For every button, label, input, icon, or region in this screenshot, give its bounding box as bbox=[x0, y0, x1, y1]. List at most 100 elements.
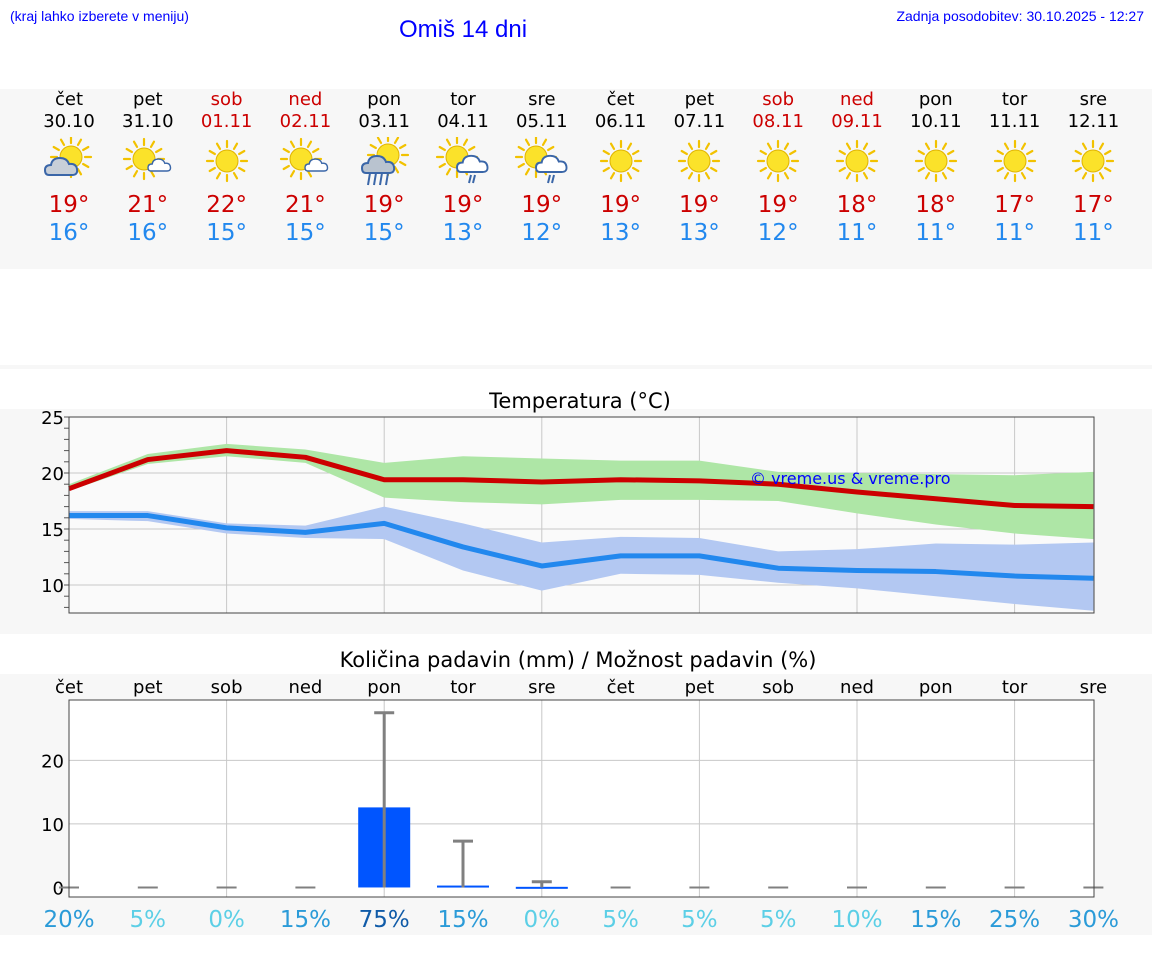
precip-probability: 5% bbox=[681, 907, 718, 933]
max-temperature: 21° bbox=[285, 192, 326, 218]
day-column: pon 10.11 18° 11° bbox=[896, 89, 976, 247]
day-name: pon bbox=[918, 89, 953, 110]
x-day-label: sre bbox=[1080, 677, 1107, 698]
precip-probability: 5% bbox=[130, 907, 167, 933]
precip-bar bbox=[515, 886, 568, 889]
y-tick-label: 20 bbox=[41, 464, 64, 485]
sun-icon bbox=[987, 137, 1043, 189]
day-column: ned 09.11 18° 11° bbox=[817, 89, 897, 247]
max-temperature: 19° bbox=[600, 192, 641, 218]
day-column: tor 11.11 17° 11° bbox=[975, 89, 1055, 247]
day-column: pet 31.10 21° 16° bbox=[108, 89, 188, 247]
precip-probability: 30% bbox=[1068, 907, 1119, 933]
x-day-label: ned bbox=[288, 677, 322, 698]
max-temperature: 18° bbox=[915, 192, 957, 218]
min-temperature: 15° bbox=[206, 220, 247, 246]
x-day-label: sob bbox=[762, 677, 794, 698]
page-title: Omiš 14 dni bbox=[399, 16, 528, 43]
day-name: tor bbox=[1001, 89, 1028, 110]
watermark: © vreme.us & vreme.pro bbox=[750, 469, 951, 488]
precip-probability: 0% bbox=[208, 907, 245, 933]
precip-chart-title: Količina padavin (mm) / Možnost padavin … bbox=[340, 648, 817, 672]
min-temperature: 15° bbox=[363, 220, 405, 246]
day-column: čet 30.10 19° 16° bbox=[29, 89, 109, 247]
day-date: 08.11 bbox=[752, 111, 804, 132]
precip-probability: 0% bbox=[524, 907, 561, 933]
sun-icon bbox=[829, 137, 885, 189]
x-day-label: pet bbox=[133, 677, 163, 698]
day-column: tor 04.11 19° 13° bbox=[423, 89, 503, 247]
day-date: 12.11 bbox=[1067, 111, 1120, 132]
precip-probability: 25% bbox=[989, 907, 1040, 933]
max-temperature: 21° bbox=[127, 192, 169, 218]
day-name: ned bbox=[840, 89, 874, 110]
x-day-label: pon bbox=[919, 677, 953, 698]
x-day-label: sre bbox=[528, 677, 555, 698]
min-temperature: 12° bbox=[757, 220, 799, 246]
day-date: 09.11 bbox=[831, 111, 883, 132]
min-temperature: 13° bbox=[679, 220, 720, 246]
y-tick-label: 10 bbox=[41, 576, 64, 597]
day-date: 31.10 bbox=[122, 111, 174, 132]
sun-cloud-rain-icon bbox=[514, 135, 570, 189]
x-day-label: ned bbox=[840, 677, 874, 698]
day-column: čet 06.11 19° 13° bbox=[581, 89, 661, 247]
min-temperature: 13° bbox=[442, 220, 484, 246]
day-date: 01.11 bbox=[200, 111, 253, 132]
precip-probability: 15% bbox=[910, 907, 961, 933]
day-column: sre 05.11 19° 12° bbox=[502, 89, 582, 247]
min-temperature: 13° bbox=[600, 220, 641, 246]
min-temperature: 12° bbox=[521, 220, 563, 246]
day-name: sre bbox=[528, 89, 556, 110]
sun-icon bbox=[908, 137, 964, 189]
sun-small-cloud-icon bbox=[277, 137, 333, 189]
temp-chart-title: Temperatura (°C) bbox=[488, 389, 671, 413]
day-column: ned 02.11 21° 15° bbox=[265, 89, 345, 247]
day-name: čet bbox=[606, 89, 635, 110]
day-name: čet bbox=[54, 89, 84, 110]
max-temperature: 19° bbox=[679, 192, 720, 218]
max-temperature: 19° bbox=[757, 192, 799, 218]
day-date: 10.11 bbox=[910, 111, 962, 132]
sun-cloud-rain-icon bbox=[435, 135, 491, 189]
min-temperature: 11° bbox=[915, 220, 957, 246]
day-date: 30.10 bbox=[43, 111, 95, 132]
series-line-max bbox=[68, 448, 1094, 510]
precip-probability: 20% bbox=[43, 907, 94, 933]
x-day-label: sob bbox=[211, 677, 243, 698]
min-temperature: 16° bbox=[127, 220, 169, 246]
sun-icon bbox=[593, 137, 649, 189]
day-name: sob bbox=[762, 89, 795, 110]
temperature-chart: Temperatura (°C) 10 15 20 25 © vreme.us & vre… bbox=[41, 389, 1095, 614]
x-day-label: čet bbox=[55, 677, 83, 698]
day-date: 05.11 bbox=[516, 111, 568, 132]
max-temperature: 17° bbox=[994, 192, 1035, 218]
x-day-label: čet bbox=[607, 677, 635, 698]
sun-icon bbox=[750, 137, 806, 189]
day-column: sob 08.11 19° 12° bbox=[738, 89, 818, 247]
y-tick-label: 15 bbox=[41, 520, 64, 541]
max-temperature: 19° bbox=[48, 192, 90, 218]
x-day-label: pon bbox=[367, 677, 401, 698]
precip-probability: 15% bbox=[437, 907, 488, 933]
precip-probability: 75% bbox=[359, 907, 410, 933]
day-name: sre bbox=[1079, 89, 1108, 110]
min-temperature: 15° bbox=[285, 220, 326, 246]
day-date: 03.11 bbox=[358, 111, 410, 132]
min-temperature: 11° bbox=[836, 220, 878, 246]
day-column: sre 12.11 17° 11° bbox=[1053, 89, 1133, 247]
day-name: pet bbox=[133, 89, 163, 110]
precip-probability: 5% bbox=[760, 907, 797, 933]
day-name: tor bbox=[450, 89, 476, 110]
y-tick-label: 0 bbox=[53, 878, 64, 899]
min-temperature: 16° bbox=[48, 220, 90, 246]
day-date: 06.11 bbox=[594, 111, 647, 132]
forecast-band bbox=[0, 89, 1152, 269]
max-temperature: 22° bbox=[206, 192, 247, 218]
sun-small-cloud-icon bbox=[120, 137, 176, 189]
day-name: sob bbox=[210, 89, 243, 110]
day-date: 11.11 bbox=[988, 111, 1041, 132]
max-temperature: 19° bbox=[363, 192, 405, 218]
day-column: pon 03.11 19° 15° bbox=[344, 89, 424, 247]
max-temperature: 19° bbox=[521, 192, 563, 218]
